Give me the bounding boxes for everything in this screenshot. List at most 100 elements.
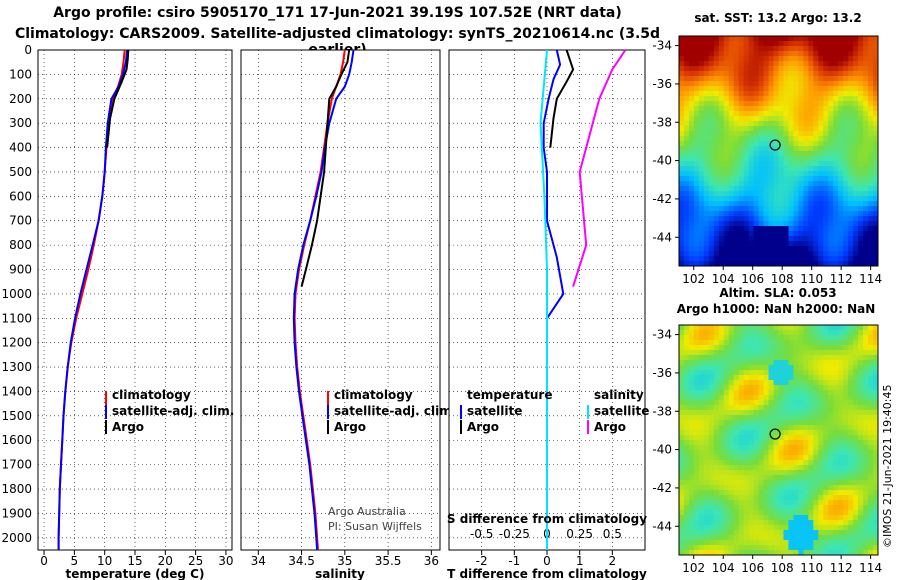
map-cell (763, 246, 770, 252)
map-cell (798, 126, 804, 132)
map-cell (743, 395, 750, 401)
map-cell (813, 196, 819, 202)
map-cell (823, 515, 829, 521)
map-cell (823, 370, 829, 376)
map-cell (683, 46, 690, 52)
map-cell (718, 530, 725, 536)
map-cell (848, 51, 854, 57)
map-cell (838, 161, 844, 167)
map-cell (738, 46, 745, 52)
map-cell (868, 236, 874, 242)
map-cell (723, 425, 730, 431)
map-cell (863, 465, 869, 471)
map-cell (803, 71, 809, 77)
map-cell (768, 136, 775, 142)
map-cell (698, 251, 705, 257)
map-cell (688, 171, 695, 177)
map-cell (728, 151, 735, 157)
map-cell (708, 206, 715, 212)
map-cell (808, 226, 814, 232)
map-cell (763, 425, 770, 431)
map-cell (688, 410, 695, 416)
map-cell (778, 430, 784, 436)
map-cell (848, 515, 854, 521)
map-cell (688, 241, 695, 247)
map-cell (843, 176, 849, 182)
map-cell (793, 81, 799, 87)
map-cell (768, 151, 775, 157)
map-cell (753, 51, 760, 57)
map-cell (838, 111, 844, 117)
map-cell (713, 196, 720, 202)
map-cell (723, 500, 730, 506)
map-cell (738, 91, 745, 97)
map-cell (788, 106, 794, 112)
map-cell (718, 415, 725, 421)
map-cell (843, 510, 849, 516)
map-cell (798, 176, 804, 182)
map-cell (783, 231, 789, 237)
map-cell (723, 156, 730, 162)
map-cell (723, 81, 730, 87)
map-cell (708, 365, 715, 371)
map-cell (703, 355, 710, 361)
map-cell (718, 445, 725, 451)
map-cell (688, 470, 695, 476)
map-cell (793, 246, 799, 252)
map-cell (868, 161, 874, 167)
map-cell (833, 475, 839, 481)
map-cell (828, 91, 834, 97)
map-cell (803, 365, 809, 371)
map-cell (808, 111, 814, 117)
map-cell (803, 450, 809, 456)
map-cell (763, 370, 770, 376)
map-cell (728, 380, 735, 386)
map-cell (828, 425, 834, 431)
map-cell (758, 246, 765, 252)
map-cell (868, 435, 874, 441)
map-cell (753, 500, 760, 506)
map-cell (679, 375, 685, 381)
map-cell (708, 201, 715, 207)
map-cell (793, 181, 799, 187)
map-cell (748, 450, 755, 456)
map-cell (728, 500, 735, 506)
map-cell (813, 191, 819, 197)
map-cell (833, 430, 839, 436)
map-cell (763, 520, 770, 526)
map-cell (683, 81, 690, 87)
map-cell (808, 490, 814, 496)
map-cell (838, 41, 844, 47)
map-cell (868, 201, 874, 207)
map-cell (828, 221, 834, 227)
map-cell (803, 176, 809, 182)
map-cell (679, 161, 685, 167)
map-cell (843, 480, 849, 486)
map-cell (853, 226, 859, 232)
map-cell (823, 525, 829, 531)
map-cell (858, 545, 864, 551)
map-cell (693, 525, 700, 531)
map-cell (863, 480, 869, 486)
map-cell (713, 81, 720, 87)
map-cell (683, 236, 690, 242)
map-cell (683, 490, 690, 496)
map-cell (688, 335, 695, 341)
map-cell (708, 330, 715, 336)
map-cell (788, 475, 794, 481)
map-cell (853, 186, 859, 192)
map-cell (863, 390, 869, 396)
map-cell (843, 470, 849, 476)
map-cell (843, 485, 849, 491)
map-cell (828, 181, 834, 187)
map-cell (703, 121, 710, 127)
map-cell (823, 186, 829, 192)
map-cell (848, 390, 854, 396)
map-cell (738, 330, 745, 336)
map-cell (783, 76, 789, 82)
map-cell (808, 96, 814, 102)
map-cell (778, 375, 784, 381)
map-cell (773, 251, 779, 257)
map-cell (823, 475, 829, 481)
map-cell (828, 141, 834, 147)
